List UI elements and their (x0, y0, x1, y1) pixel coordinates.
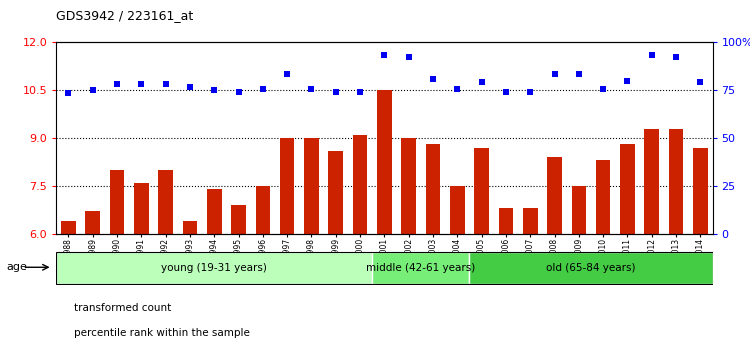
Bar (304, 138, 319, 234)
Bar (256, 186, 270, 234)
Bar (280, 138, 295, 234)
Point (232, 89, 244, 95)
Bar (86, 211, 100, 234)
Bar (426, 144, 440, 234)
Bar (474, 148, 489, 234)
Bar (372, 252, 470, 284)
Point (403, 54, 415, 59)
Point (135, 81, 147, 87)
Bar (644, 129, 659, 234)
Point (500, 89, 512, 95)
Bar (669, 129, 683, 234)
Point (184, 84, 196, 90)
Text: percentile rank within the sample: percentile rank within the sample (74, 328, 249, 338)
Text: old (65-84 years): old (65-84 years) (546, 263, 636, 273)
Point (427, 76, 439, 82)
Bar (499, 208, 513, 234)
Text: transformed count: transformed count (74, 303, 171, 313)
Bar (401, 138, 416, 234)
Bar (352, 135, 368, 234)
Bar (450, 186, 464, 234)
Bar (693, 148, 708, 234)
Point (622, 78, 634, 84)
Point (476, 79, 488, 85)
Point (646, 52, 658, 58)
Point (209, 87, 220, 93)
Point (694, 79, 706, 85)
Text: middle (42-61 years): middle (42-61 years) (366, 263, 476, 273)
Point (160, 81, 172, 87)
Point (573, 72, 585, 77)
Point (524, 89, 536, 95)
Point (281, 72, 293, 77)
Bar (134, 183, 148, 234)
Bar (620, 144, 634, 234)
Bar (572, 186, 586, 234)
Bar (548, 157, 562, 234)
Bar (377, 90, 392, 234)
Bar (328, 151, 343, 234)
Point (452, 86, 464, 91)
Point (378, 52, 390, 58)
Point (87, 87, 99, 93)
Point (256, 86, 268, 91)
Bar (596, 160, 610, 234)
Point (62, 91, 74, 96)
Point (305, 86, 317, 91)
Bar (56, 252, 372, 284)
Point (330, 89, 342, 95)
Point (111, 81, 123, 87)
Bar (523, 208, 538, 234)
Bar (158, 170, 173, 234)
Bar (61, 221, 76, 234)
Bar (183, 221, 197, 234)
Bar (470, 252, 712, 284)
Point (354, 89, 366, 95)
Bar (110, 170, 125, 234)
Point (548, 72, 560, 77)
Point (597, 86, 609, 91)
Text: young (19-31 years): young (19-31 years) (161, 263, 267, 273)
Bar (207, 189, 221, 234)
Text: GDS3942 / 223161_at: GDS3942 / 223161_at (56, 9, 194, 22)
Point (670, 54, 682, 59)
Text: age: age (6, 262, 27, 272)
Bar (231, 205, 246, 234)
